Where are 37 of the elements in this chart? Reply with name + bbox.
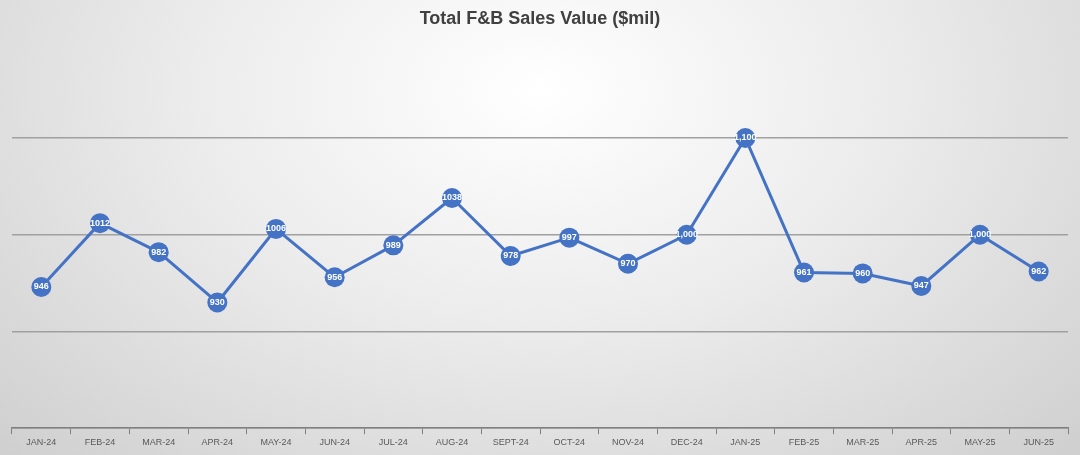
- chart-title: Total F&B Sales Value ($mil): [418, 8, 662, 29]
- x-tick-label: AUG-24: [435, 437, 469, 448]
- data-label: 1,000: [675, 229, 698, 240]
- data-label: 997: [561, 232, 577, 243]
- data-label: 970: [620, 258, 636, 269]
- x-tick-label: APR-24: [201, 437, 234, 448]
- data-label: 989: [385, 239, 401, 250]
- x-tick-label: NOV-24: [611, 437, 645, 448]
- data-label: 982: [151, 246, 167, 257]
- x-tick-label: MAY-25: [964, 437, 996, 448]
- x-tick-label: FEB-25: [788, 437, 820, 448]
- data-label: 946: [33, 281, 49, 292]
- x-tick-label: OCT-24: [553, 437, 586, 448]
- data-label: 1006: [265, 223, 287, 234]
- x-tick-label: JUL-24: [378, 437, 408, 448]
- x-tick-label: APR-25: [905, 437, 938, 448]
- x-tick-label: MAR-25: [846, 437, 880, 448]
- data-label: 947: [913, 280, 929, 291]
- data-label: 1,000: [968, 229, 992, 240]
- x-tick-label: SEPT-24: [492, 437, 529, 448]
- x-tick-label: DEC-24: [670, 437, 703, 448]
- data-label: 956: [327, 271, 343, 282]
- data-label: 962: [1031, 265, 1047, 276]
- data-label: 1012: [89, 217, 111, 228]
- x-tick-label: JAN-24: [26, 437, 57, 448]
- x-tick-label: MAR-24: [142, 437, 176, 448]
- x-tick-label: JAN-25: [730, 437, 761, 448]
- x-tick-label: MAY-24: [260, 437, 292, 448]
- data-label: 1038: [441, 192, 463, 203]
- data-label: 960: [855, 267, 871, 278]
- data-label: 978: [503, 250, 519, 261]
- data-label: 961: [796, 266, 812, 277]
- x-tick-label: JUN-25: [1023, 437, 1054, 448]
- x-tick-label: FEB-24: [84, 437, 116, 448]
- data-label: 930: [209, 296, 225, 307]
- x-tick-label: JUN-24: [319, 437, 350, 448]
- data-label: 1,100: [734, 132, 757, 143]
